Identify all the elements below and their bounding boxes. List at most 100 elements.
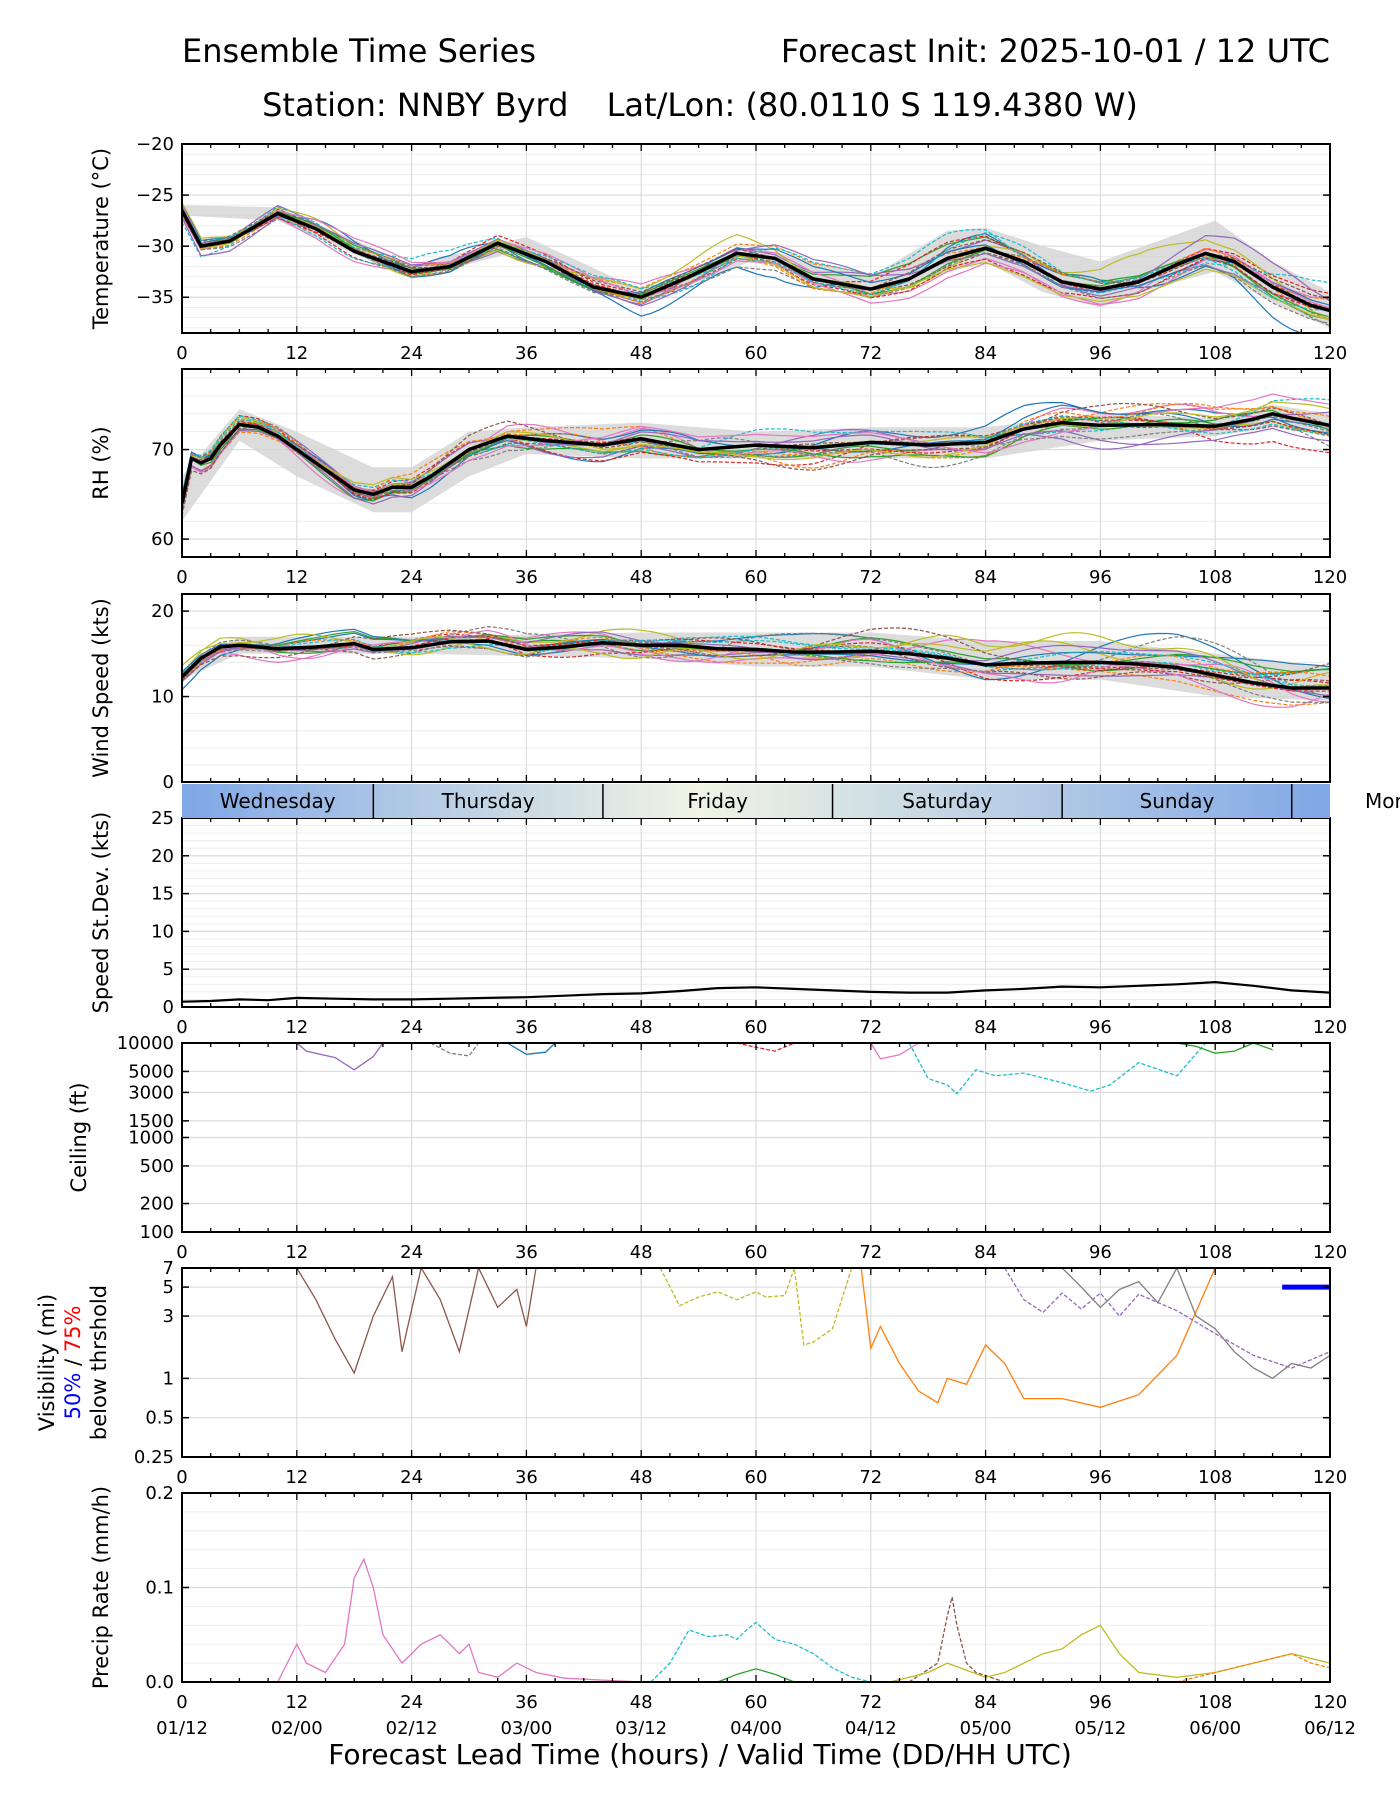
- x-tick-label: 108: [1198, 343, 1232, 364]
- ceiling-series-m7: [1176, 1043, 1273, 1054]
- x-tick-label: 60: [745, 1692, 768, 1713]
- x-tick-label: 12: [285, 1242, 308, 1263]
- speed_stdev-ylabel: Speed St.Dev. (kts): [89, 812, 113, 1014]
- x-tick-label: 108: [1198, 567, 1232, 588]
- x-tick-label: 24: [400, 567, 423, 588]
- valid-time-label: 06/00: [1189, 1718, 1241, 1739]
- precip-plot-area: [277, 1557, 1330, 1682]
- y-tick-label: 10: [151, 687, 174, 708]
- rh-member-line: [182, 402, 1330, 511]
- y-tick-label: 20: [151, 846, 174, 867]
- x-tick-label: 48: [630, 1692, 653, 1713]
- x-tick-label: 36: [515, 1692, 538, 1713]
- y-tick-label: 0.2: [145, 1483, 174, 1504]
- y-tick-label: 3000: [128, 1082, 174, 1103]
- station-line: Station: NNBY Byrd Lat/Lon: (80.0110 S 1…: [0, 86, 1400, 124]
- wind-ylabel: Wind Speed (kts): [89, 598, 113, 778]
- x-tick-label: 108: [1198, 1242, 1232, 1263]
- wind-member-line: [182, 637, 1330, 684]
- x-tick-label: 36: [515, 1242, 538, 1263]
- ceiling-series-m5: [870, 1043, 919, 1060]
- visibility-series-m4: [1004, 1268, 1330, 1369]
- station-name: Station: NNBY Byrd: [262, 86, 569, 124]
- forecast-init: Forecast Init: 2025-10-01 / 12 UTC: [780, 32, 1330, 70]
- wind-mean-line: [182, 639, 1330, 690]
- x-tick-label: 72: [859, 567, 882, 588]
- speed_stdev-plot-area: [182, 980, 1330, 1003]
- valid-time-label: 01/12: [156, 1718, 208, 1739]
- rh-mean-line: [182, 411, 1330, 504]
- x-tick-label: 96: [1089, 1242, 1112, 1263]
- valid-time-label: 02/00: [271, 1718, 323, 1739]
- visibility-percent-label: 50% / 75%: [61, 1306, 85, 1420]
- wind-member-line: [182, 633, 1330, 684]
- y-tick-label: 5000: [128, 1061, 174, 1082]
- ceiling-series-m1: [296, 1043, 384, 1071]
- y-tick-label: 1500: [128, 1111, 174, 1132]
- visibility-threshold-label: below thrshold: [87, 1285, 111, 1440]
- x-tick-label: 60: [745, 1017, 768, 1038]
- wind-member-line: [182, 627, 1330, 681]
- x-tick-label: 120: [1313, 343, 1347, 364]
- x-tick-label: 60: [745, 343, 768, 364]
- y-tick-label: 7: [163, 1258, 174, 1279]
- x-tick-label: 108: [1198, 1692, 1232, 1713]
- y-tick-label: 5: [163, 959, 174, 980]
- day-label: Friday: [687, 789, 748, 813]
- x-tick-label: 72: [859, 343, 882, 364]
- y-tick-label: 3: [163, 1306, 174, 1327]
- x-tick-label: 120: [1313, 567, 1347, 588]
- wind-plot-area: [182, 625, 1330, 708]
- valid-time-label: 05/12: [1074, 1718, 1126, 1739]
- visibility-series-m5: [1061, 1268, 1330, 1380]
- valid-time-label: 03/12: [615, 1718, 667, 1739]
- y-tick-label: 10: [151, 921, 174, 942]
- x-tick-label: 72: [859, 1467, 882, 1488]
- rh-plot-area: [182, 393, 1330, 522]
- day-label: Thursday: [441, 789, 535, 813]
- x-tick-label: 36: [515, 343, 538, 364]
- rh-member-line: [182, 414, 1330, 502]
- x-tick-label: 72: [859, 1017, 882, 1038]
- x-tick-label: 60: [745, 567, 768, 588]
- x-tick-label: 24: [400, 1467, 423, 1488]
- x-tick-label: 24: [400, 1692, 423, 1713]
- temperature-member-line: [182, 204, 1330, 309]
- visibility-series-m1: [296, 1268, 537, 1375]
- y-tick-label: −20: [136, 134, 174, 155]
- x-tick-label: 36: [515, 1017, 538, 1038]
- temperature-member-line: [182, 216, 1330, 307]
- x-tick-label: 48: [630, 1242, 653, 1263]
- x-tick-label: 84: [974, 1467, 997, 1488]
- x-tick-label: 0: [176, 567, 187, 588]
- valid-time-label: 02/12: [386, 1718, 438, 1739]
- x-tick-label: 60: [745, 1242, 768, 1263]
- x-tick-label: 0: [176, 1467, 187, 1488]
- valid-time-label: 05/00: [960, 1718, 1012, 1739]
- x-tick-label: 84: [974, 1017, 997, 1038]
- x-tick-label: 12: [285, 1017, 308, 1038]
- x-tick-label: 120: [1313, 1017, 1347, 1038]
- x-tick-label: 0: [176, 1017, 187, 1038]
- y-tick-label: −25: [136, 185, 174, 206]
- x-tick-label: 96: [1089, 567, 1112, 588]
- x-tick-label: 48: [630, 567, 653, 588]
- y-tick-label: 1000: [128, 1128, 174, 1149]
- temperature-plot-area: [182, 202, 1330, 333]
- day-label: Saturday: [902, 789, 992, 813]
- precip-series-m4: [908, 1596, 1005, 1682]
- x-tick-label: 120: [1313, 1242, 1347, 1263]
- x-tick-label: 0: [176, 1242, 187, 1263]
- x-tick-label: 36: [515, 1467, 538, 1488]
- x-tick-label: 48: [630, 1467, 653, 1488]
- x-tick-label: 84: [974, 343, 997, 364]
- wind-member-line: [182, 638, 1330, 687]
- x-tick-label: 96: [1089, 1017, 1112, 1038]
- y-tick-label: 100: [140, 1222, 174, 1243]
- temperature-member-line: [182, 207, 1330, 311]
- x-tick-label: 48: [630, 1017, 653, 1038]
- y-tick-label: 10000: [117, 1033, 174, 1054]
- x-tick-label: 24: [400, 1017, 423, 1038]
- precip-series-m1: [277, 1557, 642, 1682]
